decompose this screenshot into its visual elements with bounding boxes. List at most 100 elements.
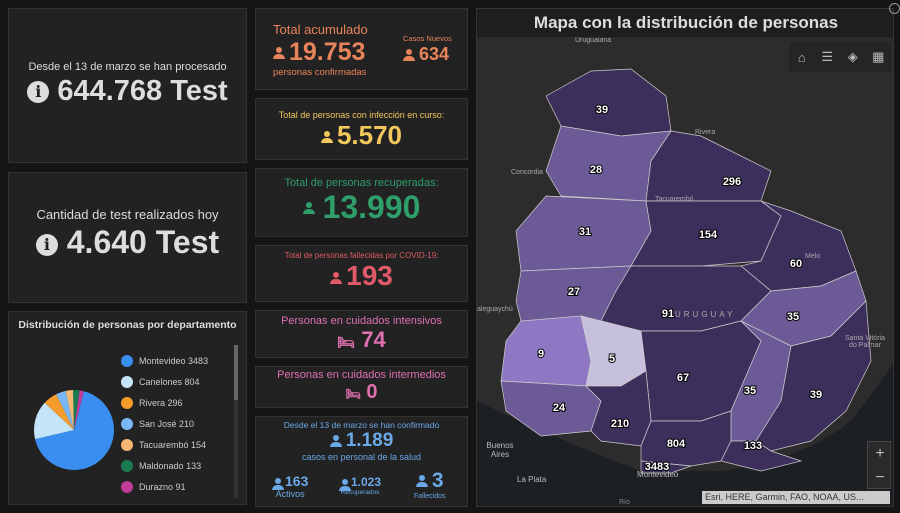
active-panel: Total de personas con infección en curso…	[255, 98, 468, 160]
legend-item[interactable]: Tacuarembó 154	[121, 434, 208, 455]
health-staff-value: 1.189	[345, 430, 394, 451]
department-count-label: 67	[677, 372, 689, 384]
icu-title: Personas en cuidados intensivos	[281, 315, 442, 327]
place-label: La Plata	[517, 475, 547, 484]
department-count-label: 60	[790, 258, 802, 270]
department-soriano[interactable]	[500, 315, 592, 387]
legend-item[interactable]: Canelones 804	[121, 371, 208, 392]
layers-icon: ◈	[847, 49, 858, 64]
active-title: Total de personas con infección en curso…	[278, 110, 445, 120]
health-staff-subtitle: casos en personal de la salud	[301, 452, 422, 462]
health-active-label: Activos	[275, 489, 305, 499]
deaths-panel: Total de personas fallecidas por COVID-1…	[255, 245, 468, 302]
chart-title: Distribución de personas por departament…	[18, 319, 237, 331]
department-count-label: 35	[787, 311, 799, 323]
fullscreen-button[interactable]	[889, 3, 900, 14]
pie-slice-durazno[interactable]	[74, 390, 84, 430]
legend-item[interactable]: Maldonado 133	[121, 455, 208, 476]
department-maldonado[interactable]	[720, 440, 803, 472]
department-count-label: 31	[579, 226, 591, 238]
department-count-label: 5	[609, 353, 615, 365]
map-canvas[interactable]: 39 28 296 31 154 60 27 91 35 9 5 67 35 39 24 210 804 133 3…	[477, 9, 894, 507]
pie-slice-montevideo[interactable]	[35, 391, 114, 470]
zoom-in-button[interactable]: +	[875, 445, 885, 462]
health-staff-panel: Desde el 13 de marzo se han confirmado 1…	[255, 416, 468, 507]
department-chart-panel: Distribución de personas por departament…	[8, 311, 247, 505]
legend-value: 3483	[188, 355, 209, 366]
new-cases-value: 634	[419, 44, 450, 64]
info-icon: i	[35, 233, 58, 256]
legend-value: 804	[184, 376, 200, 387]
tests-today-value: 4.640 Test	[66, 224, 220, 260]
confirmed-value: 19.753	[289, 38, 366, 66]
deaths-value: 193	[346, 260, 393, 291]
person-icon	[403, 49, 415, 62]
pie-slice-tacuarembó[interactable]	[65, 390, 74, 430]
grid-icon: ▦	[872, 49, 885, 64]
department-rocha[interactable]	[755, 300, 872, 452]
place-label: Buenos Aires	[486, 441, 514, 459]
person-icon	[339, 478, 351, 491]
map-toolbar: ⌂ ☰ ◈ ▦	[789, 42, 891, 72]
department-count-label: 9	[538, 348, 544, 360]
place-label: Santa Vitória do Palmar	[845, 335, 885, 349]
chart-legend: Montevideo 3483 Canelones 804 Rivera 296 Sa…	[121, 350, 208, 497]
person-icon	[273, 47, 285, 60]
zoom-controls: + −	[867, 441, 891, 489]
legend-button[interactable]: ☰	[815, 45, 839, 69]
legend-label: Montevideo	[139, 355, 186, 366]
department-count-label: 27	[568, 286, 580, 298]
pie-chart	[34, 390, 114, 470]
department-count-label: 133	[744, 440, 762, 452]
department-count-label: 91	[662, 308, 674, 320]
legend-swatch	[121, 438, 133, 451]
department-count-label: 35	[744, 385, 756, 397]
department-rivera[interactable]	[645, 130, 772, 202]
zoom-out-button[interactable]: −	[875, 469, 885, 486]
home-icon: ⌂	[797, 49, 806, 65]
layers-button[interactable]: ◈	[841, 45, 865, 69]
legend-label: San José	[139, 418, 177, 429]
legend-item[interactable]: Montevideo 3483	[121, 350, 208, 371]
department-count-label: 296	[723, 176, 741, 188]
legend-value: 210	[179, 418, 195, 429]
pie-slice-san-josé[interactable]	[56, 390, 74, 430]
health-deaths-label: Fallecidos	[414, 493, 446, 500]
intermediate-value: 0	[366, 381, 378, 403]
legend-item[interactable]: San José 210	[121, 413, 208, 434]
recovered-value: 13.990	[322, 189, 421, 225]
department-count-label: 28	[590, 164, 602, 176]
legend-item[interactable]: Durazno 91	[121, 476, 208, 497]
pie-slice-canelones[interactable]	[34, 402, 74, 440]
pie-slice-maldonado[interactable]	[73, 390, 80, 430]
department-count-label: 3483	[645, 461, 669, 473]
department-artigas[interactable]	[545, 68, 672, 137]
legend-value: 154	[191, 439, 207, 450]
new-cases-label: Casos Nuevos	[403, 34, 452, 43]
map-panel[interactable]: 39 28 296 31 154 60 27 91 35 9 5 67 35 39 24 210 804 133 3…	[476, 8, 894, 507]
person-icon	[272, 477, 284, 490]
place-label: Río	[619, 499, 630, 506]
active-value: 5.570	[336, 120, 403, 150]
bed-icon: 🛏	[345, 387, 361, 401]
legend-scrollbar[interactable]	[234, 345, 238, 498]
person-icon	[302, 201, 319, 218]
tests-total-label: Desde el 13 de marzo se han procesado	[28, 61, 227, 73]
legend-item[interactable]: Rivera 296	[121, 392, 208, 413]
deaths-title: Total de personas fallecidas por COVID-1…	[284, 251, 439, 260]
bed-icon: 🛏	[337, 334, 356, 350]
legend-label: Canelones	[139, 376, 183, 387]
basemap-button[interactable]: ▦	[866, 45, 890, 69]
place-label: Rivera	[695, 129, 716, 136]
department-montevideo[interactable]	[640, 460, 692, 474]
health-deaths-value: 3	[431, 469, 444, 492]
place-label: Melo	[805, 253, 821, 260]
recovered-panel: Total de personas recuperadas: 13.990	[255, 168, 468, 237]
icu-panel: Personas en cuidados intensivos 🛏 74	[255, 310, 468, 358]
info-icon: i	[27, 81, 50, 104]
person-icon	[330, 271, 343, 284]
confirmed-subtitle: personas confirmadas	[273, 67, 367, 78]
home-button[interactable]: ⌂	[790, 45, 814, 69]
pie-slice-rivera[interactable]	[44, 394, 74, 430]
intermediate-panel: Personas en cuidados intermedios 🛏 0	[255, 366, 468, 408]
